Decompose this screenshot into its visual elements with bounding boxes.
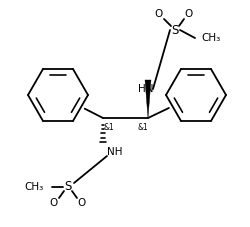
- Text: O: O: [78, 198, 86, 208]
- Text: CH₃: CH₃: [25, 182, 44, 192]
- Text: &1: &1: [137, 123, 148, 131]
- Text: O: O: [184, 9, 192, 19]
- Text: S: S: [171, 24, 178, 37]
- Text: O: O: [50, 198, 58, 208]
- Text: S: S: [64, 180, 72, 193]
- Text: &1: &1: [103, 123, 114, 131]
- Polygon shape: [144, 80, 150, 118]
- Text: HN: HN: [138, 84, 153, 94]
- Text: NH: NH: [107, 147, 122, 157]
- Text: O: O: [154, 9, 162, 19]
- Text: CH₃: CH₃: [200, 33, 219, 43]
